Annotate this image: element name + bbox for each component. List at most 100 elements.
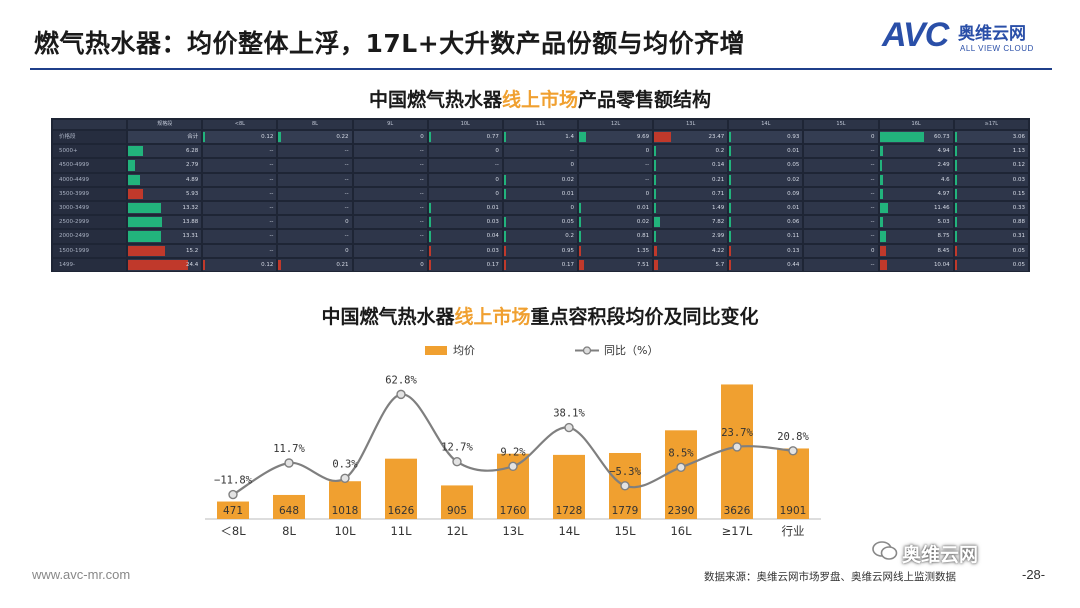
- avg-price-chart: 均价 同比（%） 471 ＜8L 648 8L 1018 10L 1626 11L 905 12L 17…: [205, 344, 821, 538]
- table-cell: 8.75: [879, 230, 953, 243]
- table-cell-bar: [503, 174, 507, 185]
- table-cell-bar: [729, 259, 732, 270]
- table-cell: 0.01: [729, 145, 803, 158]
- table-cell-bar: [503, 132, 507, 143]
- bar-9: [721, 384, 753, 519]
- logo-avc-text: AVC: [882, 16, 949, 54]
- table-cell: --: [804, 187, 878, 200]
- table-cell-value: 60.73: [933, 134, 950, 141]
- slide-title: 燃气热水器：均价整体上浮，17L+大升数产品份额与均价齐增: [34, 29, 746, 58]
- yoy-point-0: [228, 489, 238, 500]
- yoy-value-label: 9.2%: [500, 446, 526, 458]
- table-cell-bar: [954, 231, 957, 242]
- wechat-watermark: 奥维云网: [902, 544, 979, 566]
- table-cell-value: 0: [871, 247, 875, 254]
- table-cell: --: [353, 145, 427, 158]
- table-cell-value: 1.35: [636, 247, 650, 254]
- table-cell-bar: [654, 160, 657, 171]
- table-row-label: 2000-2499: [53, 230, 127, 243]
- table-cell-value: 0: [420, 261, 424, 268]
- table-cell-bar: [128, 231, 161, 242]
- category-label: 14L: [558, 524, 580, 538]
- table-cell-value: --: [344, 162, 349, 169]
- table-cell-value: 0.77: [486, 134, 499, 141]
- bar-value-label: 3626: [724, 505, 751, 517]
- table-cell-value: 0.03: [486, 247, 499, 254]
- table-cell-value: --: [344, 176, 349, 183]
- table-cell-bar: [578, 231, 582, 242]
- table-row-label: 4000-4499: [53, 173, 127, 186]
- table-cell: 0.31: [954, 230, 1028, 243]
- table-cell: 0: [503, 159, 577, 172]
- table-title-part1: 中国燃气热水器: [368, 89, 502, 111]
- logo-cn-text: 奥维云网: [958, 24, 1026, 44]
- table-cell: 0: [804, 244, 878, 257]
- table-cell-bar: [203, 132, 206, 143]
- table-cell-bar: [954, 188, 957, 199]
- table-cell: --: [203, 159, 277, 172]
- table-cell: 0: [428, 145, 502, 158]
- table-cell: --: [804, 201, 878, 215]
- table-cell: 0: [428, 173, 502, 186]
- table-cell: 0.22: [278, 131, 352, 144]
- retail-structure-table: 规格段 <8L 8L 9L 10L 11L 12L 13L 14L 15L 16L ≥17L 价格段 合…: [51, 118, 1030, 272]
- table-row: 2500-2999 13.88 -- 0 -- 0.03 0.05 0.02 7.82 0.06 -…: [53, 216, 1028, 229]
- bar-value-label: 471: [223, 505, 243, 517]
- table-cell: 3.06: [954, 131, 1028, 144]
- table-cell-value: 0.01: [787, 205, 800, 212]
- table-cell-value: 23.47: [708, 134, 725, 141]
- table-cell: --: [203, 216, 277, 229]
- table-cell: --: [804, 216, 878, 229]
- table-row-label: 1499-: [53, 258, 127, 271]
- table-col-header: 10L: [428, 120, 502, 129]
- wechat-icon: [872, 541, 898, 560]
- table-cell: 0: [353, 258, 427, 271]
- table-cell-value: 0.17: [561, 261, 574, 268]
- table-cell-value: 0.11: [787, 233, 800, 240]
- table-cell: 5.03: [879, 216, 953, 229]
- table-cell-value: 0.01: [561, 190, 574, 197]
- table-cell-value: 0.05: [787, 162, 800, 169]
- bar-8: [665, 430, 697, 519]
- table-cell-value: 13.88: [182, 219, 199, 226]
- bar-value-label: 648: [279, 505, 299, 517]
- table-cell-bar: [729, 174, 732, 185]
- table-cell: 13.31: [128, 230, 202, 243]
- yoy-value-label: 8.5%: [668, 447, 694, 459]
- avc-logo: AVC 奥维云网 ALL VIEW CLOUD: [882, 16, 1050, 60]
- table-cell: 4.94: [879, 145, 953, 158]
- table-cell: 0: [578, 187, 653, 200]
- logo-en-text: ALL VIEW CLOUD: [960, 44, 1034, 53]
- yoy-point-2: [340, 473, 350, 484]
- table-cell-value: --: [419, 247, 424, 254]
- bar-value-label: 1728: [556, 505, 583, 517]
- table-cell-bar: [578, 217, 582, 228]
- table-cell: 0.03: [428, 216, 502, 229]
- table-cell-bar: [879, 259, 887, 270]
- table-col-header: 11L: [503, 120, 577, 129]
- table-cell: --: [278, 201, 352, 215]
- table-cell-value: 7.51: [636, 261, 650, 268]
- table-cell-value: 8.75: [937, 233, 950, 240]
- bar-1: [273, 494, 305, 519]
- table-cell-bar: [654, 174, 657, 185]
- table-cell-bar: [954, 217, 957, 228]
- table-cell: 0.12: [203, 258, 277, 271]
- table-cell: 1.49: [654, 201, 728, 215]
- table-cell-value: --: [344, 190, 349, 197]
- yoy-value-label: 20.8%: [777, 431, 809, 443]
- table-cell: 0.01: [428, 201, 502, 215]
- table-cell-value: --: [269, 219, 274, 226]
- table-cell-value: --: [419, 176, 424, 183]
- table-cell-value: 4.94: [937, 148, 950, 155]
- table-cell-value: 0.01: [787, 148, 800, 155]
- yoy-point-10: [788, 446, 798, 456]
- table-cell-bar: [954, 202, 957, 214]
- table-cell-value: 0.17: [486, 261, 499, 268]
- table-cell-value: 0.2: [715, 148, 725, 155]
- table-cell-bar: [128, 245, 166, 256]
- table-cell: 2.99: [654, 230, 728, 243]
- table-cell-value: 2.99: [712, 233, 725, 240]
- table-cell: 10.04: [879, 258, 953, 271]
- yoy-value-label: 0.3%: [332, 458, 358, 470]
